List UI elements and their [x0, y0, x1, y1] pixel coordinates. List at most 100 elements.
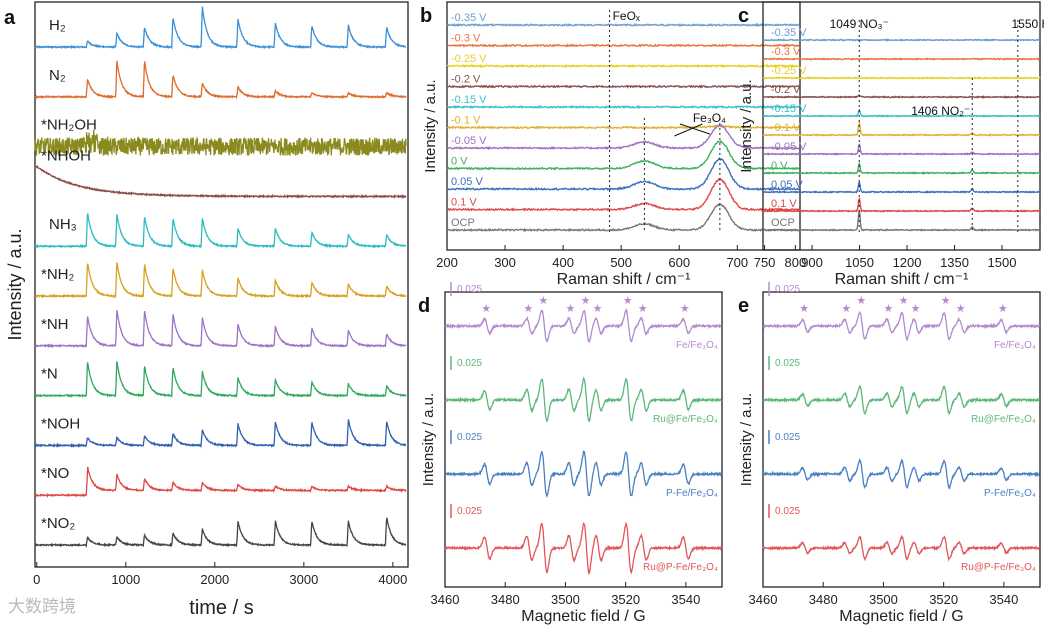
panel-label: b — [420, 5, 432, 27]
star-marker-icon: ★ — [481, 303, 491, 315]
star-marker-icon: ★ — [884, 303, 894, 315]
x-tick-label: 300 — [494, 255, 516, 270]
trace — [446, 177, 800, 212]
x-tick-label: 1050 — [845, 255, 874, 270]
panel-a: a 0 1000 2000 3000 4000 time / s Intensity / a.… — [4, 1, 409, 619]
annotation-label: 1049 NO₃⁻ — [830, 17, 889, 31]
series-label: -0.2 V — [771, 84, 801, 96]
scale-label: 0.025 — [775, 432, 800, 443]
series-label: Ru@Fe/Fe₃O₄ — [971, 414, 1036, 425]
x-tick-label: 3500 — [869, 592, 898, 607]
trace — [762, 94, 1041, 99]
x-tick-label: 3540 — [989, 592, 1018, 607]
x-tick-label: 700 — [726, 255, 748, 270]
series-label: -0.35 V — [451, 12, 487, 24]
scale-label: 0.025 — [457, 432, 482, 443]
trace — [34, 466, 407, 499]
plot-frame — [762, 291, 1041, 588]
trace — [34, 310, 407, 349]
series-label: -0.15 V — [451, 94, 487, 106]
series-label: *NHOH — [41, 147, 91, 164]
series-label: -0.3 V — [771, 46, 801, 58]
trace — [763, 196, 1041, 213]
trace — [446, 124, 800, 151]
star-marker-icon: ★ — [799, 303, 809, 315]
annotation-label: Fe₃O₄ — [693, 111, 726, 125]
series-label: Ru@P-Fe/Fe₃O₄ — [961, 562, 1036, 573]
trace — [762, 76, 1041, 80]
series-label: -0.25 V — [771, 65, 807, 77]
series-label: P-Fe/Fe₃O₄ — [666, 488, 718, 499]
series-label: 0.05 V — [771, 179, 803, 191]
plot-frame — [34, 1, 409, 568]
panel-c: c 750 900 1050 1200 1350 1500 Raman shift / cm⁻… — [738, 1, 1044, 288]
trace — [762, 161, 1040, 175]
panel-label: a — [4, 7, 16, 29]
x-axis-label: Raman shift / cm⁻¹ — [835, 271, 969, 288]
series-label: -0.1 V — [451, 115, 481, 127]
trace — [762, 120, 1040, 137]
scale-label: 0.025 — [457, 506, 482, 517]
panel-label: e — [738, 295, 749, 317]
series-label: Fe/Fe₃O₄ — [994, 340, 1036, 351]
series-label: *NH₂OH — [41, 117, 97, 134]
series-label: *NO — [41, 465, 69, 482]
series-label: H₂ — [49, 17, 66, 34]
trace — [762, 57, 1041, 61]
star-marker-icon: ★ — [899, 295, 909, 307]
y-axis-label: Intensity / a.u. — [5, 228, 25, 340]
trace — [762, 38, 1041, 42]
series-label: 0.1 V — [451, 197, 477, 209]
x-tick-label: 0 — [33, 572, 40, 587]
series-label: *N — [41, 366, 58, 383]
trace — [447, 43, 800, 48]
x-tick-label: 1350 — [940, 255, 969, 270]
series-label: N₂ — [49, 67, 66, 84]
series-label: *NH₂ — [41, 266, 75, 283]
series-label: *NOH — [41, 415, 80, 432]
star-marker-icon: ★ — [841, 303, 851, 315]
x-tick-label: 3500 — [551, 592, 580, 607]
series-label: P-Fe/Fe₃O₄ — [984, 488, 1036, 499]
y-axis-label: Intensity / a.u. — [738, 393, 755, 486]
y-axis-label: Intensity / a.u. — [420, 393, 437, 486]
plot-frame — [762, 1, 1041, 251]
x-tick-label: 1500 — [988, 255, 1017, 270]
series-label: -0.05 V — [451, 135, 487, 147]
series-label: 0 V — [451, 156, 468, 168]
panel-label: d — [418, 295, 430, 317]
x-tick-label: 800 — [785, 255, 807, 270]
series-label: -0.15 V — [771, 103, 807, 115]
series-label: -0.35 V — [771, 27, 807, 39]
panel-label: c — [738, 5, 749, 27]
x-tick-label: 3520 — [929, 592, 958, 607]
series-label: -0.1 V — [771, 122, 801, 134]
x-tick-label: 2000 — [200, 572, 229, 587]
trace — [762, 108, 1041, 118]
x-tick-label: 200 — [436, 255, 458, 270]
series-label: Fe/Fe₃O₄ — [676, 340, 718, 351]
trace — [34, 60, 407, 100]
trace — [444, 521, 723, 576]
x-tick-label: 500 — [610, 255, 632, 270]
panel-b: b 200 300 400 500 600 700 800 Raman shift / cm⁻¹… — [420, 1, 807, 288]
series-label: 0.05 V — [451, 176, 483, 188]
trace — [34, 6, 407, 50]
trace — [762, 458, 1041, 490]
panel-d: d 3460 3480 3500 3520 3540 Magnetic field / G I… — [418, 282, 723, 625]
x-axis-label: Raman shift / cm⁻¹ — [557, 271, 691, 288]
trace — [446, 22, 800, 28]
x-tick-label: 1200 — [893, 255, 922, 270]
trace — [446, 203, 800, 233]
arrow-icon — [674, 123, 711, 137]
scale-label: 0.025 — [775, 284, 800, 295]
series-label: *NO₂ — [41, 515, 75, 532]
scale-label: 0.025 — [457, 284, 482, 295]
y-axis-label: Intensity / a.u. — [422, 79, 439, 172]
scale-label: 0.025 — [775, 506, 800, 517]
star-marker-icon: ★ — [941, 295, 951, 307]
series-label: Ru@P-Fe/Fe₃O₄ — [643, 562, 718, 573]
x-axis-label: Magnetic field / G — [521, 608, 646, 625]
trace — [446, 139, 800, 171]
